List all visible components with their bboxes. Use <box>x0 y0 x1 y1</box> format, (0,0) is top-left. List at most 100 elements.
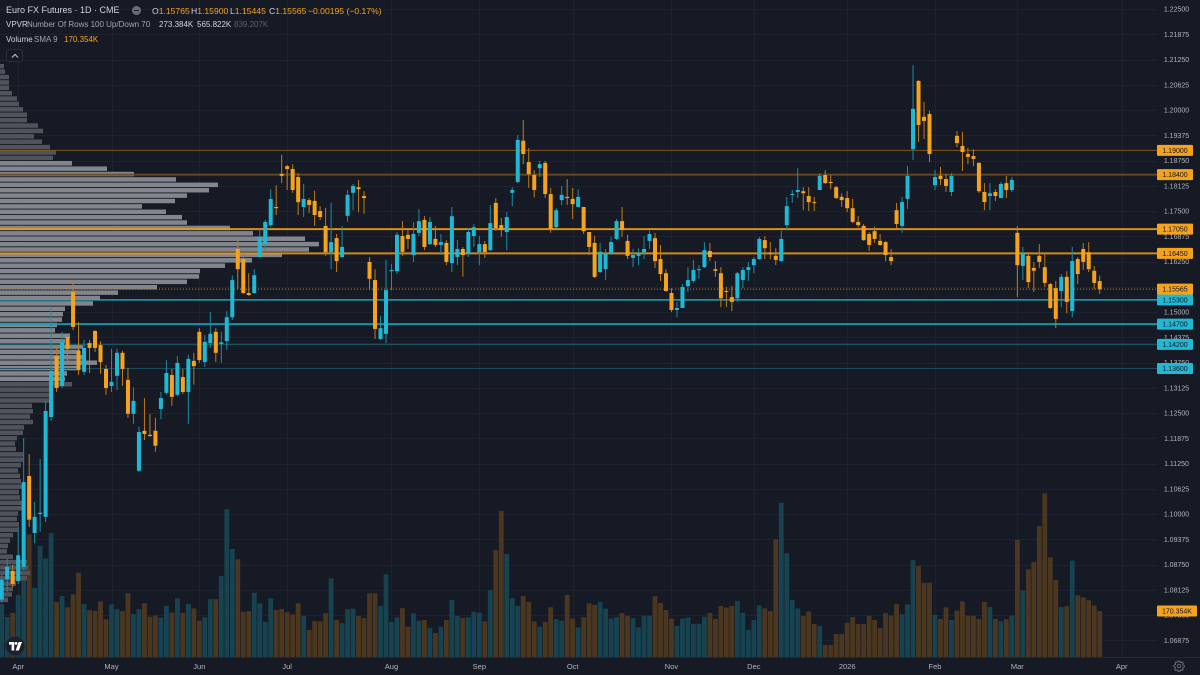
candle <box>1053 280 1058 329</box>
candle <box>757 236 762 260</box>
candle <box>466 227 471 258</box>
candle <box>696 265 701 279</box>
candle <box>1075 257 1080 285</box>
candle <box>87 339 92 373</box>
candle-body <box>773 255 778 260</box>
vpvr-total-volume: 839.207K <box>234 20 269 29</box>
candle <box>861 223 866 241</box>
price-axis[interactable]: 1.22500 1.21875 1.21250 1.20625 1.20000 1.193… <box>1157 0 1200 657</box>
candle <box>54 345 59 392</box>
candle-body <box>82 347 87 372</box>
candle <box>1059 274 1064 308</box>
volume-bar <box>773 539 779 657</box>
tradingview-logo[interactable] <box>5 636 25 656</box>
candle-body <box>323 225 328 253</box>
time-axis-label: Oct <box>567 662 580 671</box>
volume-bar <box>822 645 828 657</box>
candle-body <box>537 164 542 169</box>
candle-body <box>740 269 745 281</box>
candle <box>971 149 976 167</box>
volume-bar <box>164 605 169 657</box>
candle-body <box>559 194 564 201</box>
volume-profile-row <box>0 543 8 549</box>
candle-body <box>839 196 844 201</box>
volume-bar <box>916 565 921 657</box>
symbol-title[interactable]: Euro FX Futures · 1D · CME <box>6 5 120 15</box>
chevron-up-icon <box>11 53 19 58</box>
candle-body <box>405 234 410 239</box>
price-axis-label: 1.17500 <box>1164 209 1189 216</box>
volume-bar <box>811 624 817 657</box>
volume-bar <box>125 593 131 657</box>
volume-indicator-name[interactable]: Volume <box>6 35 33 44</box>
candle-body <box>609 242 614 254</box>
volume-bar <box>526 601 532 657</box>
volume-bar <box>888 615 894 657</box>
candle-body <box>104 368 109 388</box>
volume-bar <box>795 608 801 657</box>
candle-body <box>828 181 833 184</box>
volume-profile-row <box>0 549 7 554</box>
time-axis[interactable]: Apr May Jun Jul Aug Sep Oct Nov Dec 2026 Feb Mar Apr <box>0 657 1200 675</box>
candle-body <box>631 255 636 258</box>
candle-body <box>285 166 290 169</box>
volume-profile-row <box>0 177 176 182</box>
volume-bar <box>1014 540 1020 657</box>
vpvr-indicator-name[interactable]: VPVR <box>6 20 28 29</box>
candle <box>488 204 493 251</box>
volume-bar <box>345 609 350 657</box>
volume-bar <box>454 615 460 657</box>
candle-body <box>856 221 861 226</box>
volume-indicator-params[interactable]: SMA 9 <box>34 35 58 44</box>
candle <box>746 261 751 281</box>
candle <box>274 185 279 216</box>
open-value: 1.15765 <box>158 6 190 16</box>
candle <box>576 189 581 207</box>
candle-body <box>565 196 570 199</box>
vpvr-indicator-params[interactable]: Number Of Rows 100 Up/Down 70 <box>27 20 151 29</box>
candle-body <box>290 168 295 190</box>
volume-bar <box>54 601 59 657</box>
gear-icon[interactable] <box>1173 660 1185 672</box>
candle-body <box>620 221 625 230</box>
volume-bar <box>855 624 861 657</box>
candle-body <box>0 579 4 600</box>
volume-bar <box>1042 493 1048 657</box>
volume-bar <box>147 616 153 657</box>
collapse-legend-button[interactable] <box>6 49 23 62</box>
candle <box>735 272 740 302</box>
volume-bar <box>548 607 554 657</box>
candle-body <box>164 373 169 393</box>
volume-bar <box>647 615 652 657</box>
candle-body <box>521 140 526 155</box>
level-price-label-text: 1.19000 <box>1162 148 1187 155</box>
candle-body <box>625 240 630 256</box>
candle <box>318 206 323 220</box>
volume-profile-row <box>0 516 17 522</box>
volume-bar <box>87 610 92 657</box>
candle-body <box>1059 276 1064 291</box>
candle-body <box>1031 267 1036 271</box>
candle-body <box>894 210 899 224</box>
candle <box>532 170 537 198</box>
candle <box>795 168 800 199</box>
volume-bar <box>169 612 175 657</box>
minus-circle-icon[interactable] <box>132 6 141 15</box>
candle-body <box>208 333 213 344</box>
candle-body <box>175 362 180 395</box>
candle-body <box>702 250 707 268</box>
candle-body <box>21 482 26 567</box>
candle <box>900 196 905 233</box>
volume-profile-row <box>0 479 21 484</box>
candle <box>976 162 981 193</box>
candle <box>878 234 883 246</box>
candle <box>872 226 877 243</box>
candle <box>433 225 438 247</box>
volume-bar <box>696 623 702 657</box>
volume-bar <box>460 618 466 657</box>
level-price-label: 1.16450 <box>1157 247 1193 259</box>
candle <box>235 240 240 289</box>
volume-bar <box>976 618 982 657</box>
candle-body <box>976 162 981 192</box>
